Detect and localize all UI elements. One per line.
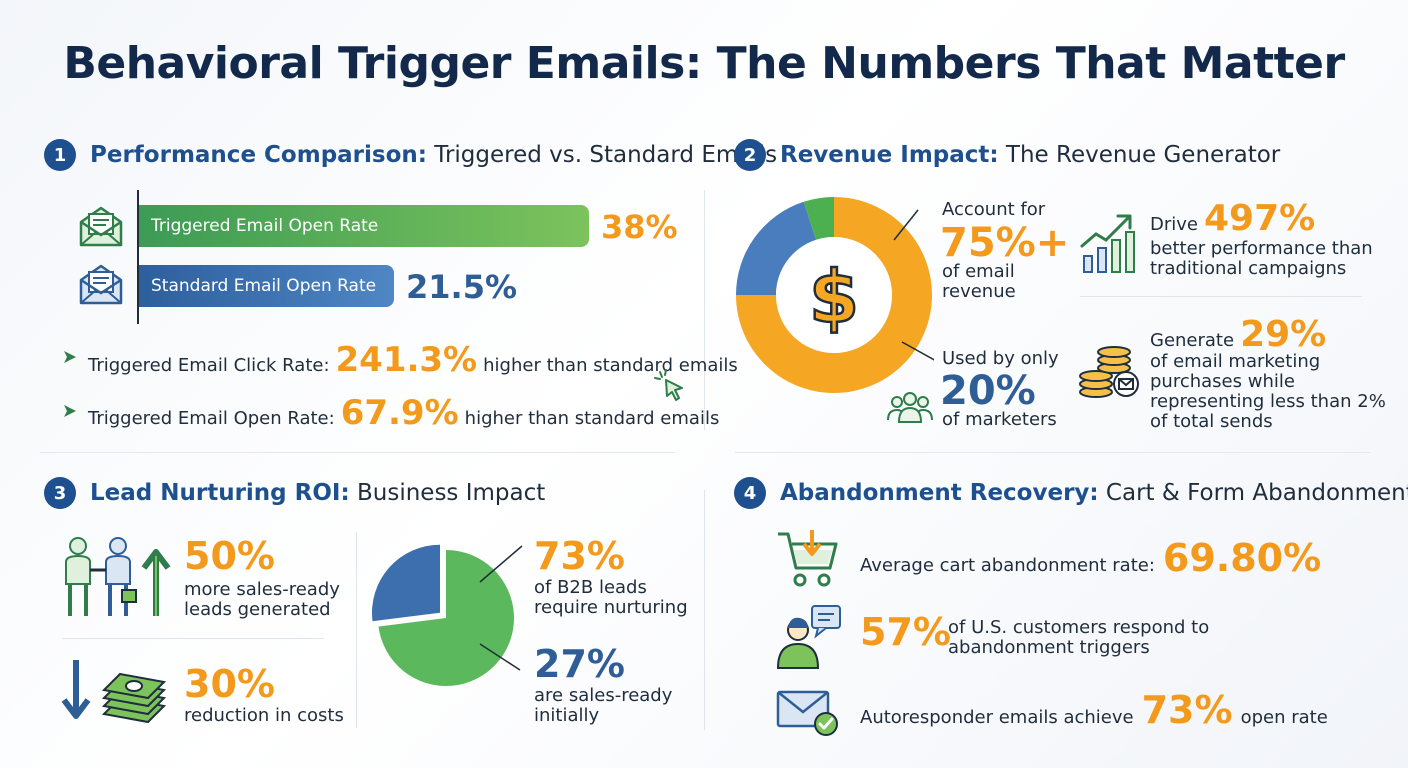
account-value: 75%+ — [940, 220, 1070, 266]
coins-stack-icon — [1079, 346, 1139, 398]
open-envelope-icon — [79, 206, 123, 247]
pie-slice-1 — [736, 201, 817, 295]
divider — [40, 452, 675, 453]
leader-line — [479, 545, 523, 583]
pie-sales-ready-line2: initially — [534, 705, 600, 726]
click-rate-stat: Triggered Email Click Rate: 241.3% highe… — [88, 340, 738, 380]
pie-slice-0 — [378, 550, 514, 686]
divider — [356, 532, 357, 728]
handshake-growth-icon — [65, 537, 171, 616]
lead-pie-chart — [371, 544, 523, 686]
pie-slice-rest — [803, 197, 834, 240]
section-number: 1 — [44, 139, 76, 171]
leader-line — [901, 341, 934, 361]
divider — [62, 638, 324, 639]
section-header-abandonment: 4 Abandonment Recovery: Cart & Form Aban… — [734, 476, 1408, 510]
section-header-lead: 3 Lead Nurturing ROI: Business Impact — [44, 476, 545, 510]
section-number: 4 — [734, 477, 766, 509]
sales-ready-value: 50% — [184, 534, 275, 578]
used-value: 20% — [940, 368, 1036, 414]
bar-standard-open-rate: Standard Email Open Rate — [139, 265, 394, 307]
section-title: Revenue Impact: The Revenue Generator — [780, 142, 1281, 168]
email-check-icon — [776, 690, 838, 736]
generate-line2: purchases while — [1150, 371, 1295, 392]
generate-line3: representing less than 2% — [1150, 391, 1386, 412]
drive-line1: better performance than — [1150, 238, 1373, 259]
pie-slice-1 — [371, 544, 440, 622]
sales-ready-line2: leads generated — [184, 599, 331, 620]
section-header-performance: 1 Performance Comparison: Triggered vs. … — [44, 138, 777, 172]
arrow-right-icon — [64, 405, 76, 417]
pie-nurturing-value: 73% — [534, 534, 625, 578]
leader-line — [479, 643, 521, 671]
account-line1: of email — [942, 261, 1015, 282]
page-title: Behavioral Trigger Emails: The Numbers T… — [63, 38, 1345, 89]
revenue-donut-chart: $ — [736, 197, 934, 393]
section-number: 2 — [734, 139, 766, 171]
donut-hole — [776, 237, 892, 353]
pie-nurturing-line1: of B2B leads — [534, 577, 647, 598]
arrow-right-icon — [64, 351, 76, 363]
envelope-icon — [79, 264, 123, 305]
growth-chart-icon — [1080, 214, 1135, 273]
section-title: Performance Comparison: Triggered vs. St… — [90, 142, 778, 168]
generate-line4: of total sends — [1150, 411, 1273, 432]
pie-sales-ready-value: 27% — [534, 642, 625, 686]
autoresponder-stat: Autoresponder emails achieve 73% open ra… — [860, 688, 1328, 732]
divider — [1080, 296, 1362, 297]
section-title: Abandonment Recovery: Cart & Form Abando… — [780, 480, 1408, 506]
customer-chat-icon — [776, 605, 841, 669]
customers-value: 57% — [860, 610, 951, 654]
group-users-icon — [887, 392, 933, 423]
divider — [704, 190, 705, 430]
cost-value: 30% — [184, 662, 275, 706]
bar-label: Standard Email Open Rate — [151, 276, 377, 296]
leader-line — [893, 209, 919, 241]
cursor-click-icon — [654, 369, 683, 401]
bar-label: Triggered Email Open Rate — [151, 216, 379, 236]
section-header-revenue: 2 Revenue Impact: The Revenue Generator — [734, 138, 1280, 172]
cart-abandonment-stat: Average cart abandonment rate: 69.80% — [860, 536, 1322, 580]
pie-sales-ready-line1: are sales-ready — [534, 685, 673, 706]
used-line1: of marketers — [942, 409, 1057, 430]
drive-line2: traditional campaigns — [1150, 258, 1347, 279]
divider — [704, 490, 705, 730]
customers-line1: of U.S. customers respond to — [948, 617, 1210, 638]
bar-axis — [137, 190, 139, 324]
section-number: 3 — [44, 477, 76, 509]
section-title: Lead Nurturing ROI: Business Impact — [90, 480, 546, 506]
used-by-label: Used by only — [942, 348, 1059, 369]
generate-stat: Generate 29% — [1150, 314, 1327, 355]
cost-reduction-icon — [61, 660, 167, 724]
bar-triggered-open-rate: Triggered Email Open Rate — [139, 205, 589, 247]
account-line2: revenue — [942, 281, 1016, 302]
open-rate-stat: Triggered Email Open Rate: 67.9% higher … — [88, 393, 720, 433]
generate-line1: of email marketing — [1150, 351, 1321, 372]
shopping-cart-icon — [778, 530, 838, 587]
sales-ready-line1: more sales-ready — [184, 579, 340, 600]
drive-stat: Drive 497% — [1150, 198, 1316, 239]
account-for-label: Account for — [942, 199, 1046, 220]
dollar-icon: $ — [809, 255, 859, 339]
bar-value-standard: 21.5% — [406, 268, 518, 306]
pie-slice-0 — [736, 197, 932, 393]
divider — [735, 452, 1370, 453]
cost-line1: reduction in costs — [184, 705, 344, 726]
bar-value-triggered: 38% — [601, 208, 678, 246]
pie-nurturing-line2: require nurturing — [534, 597, 688, 618]
customers-line2: abandonment triggers — [948, 637, 1150, 658]
